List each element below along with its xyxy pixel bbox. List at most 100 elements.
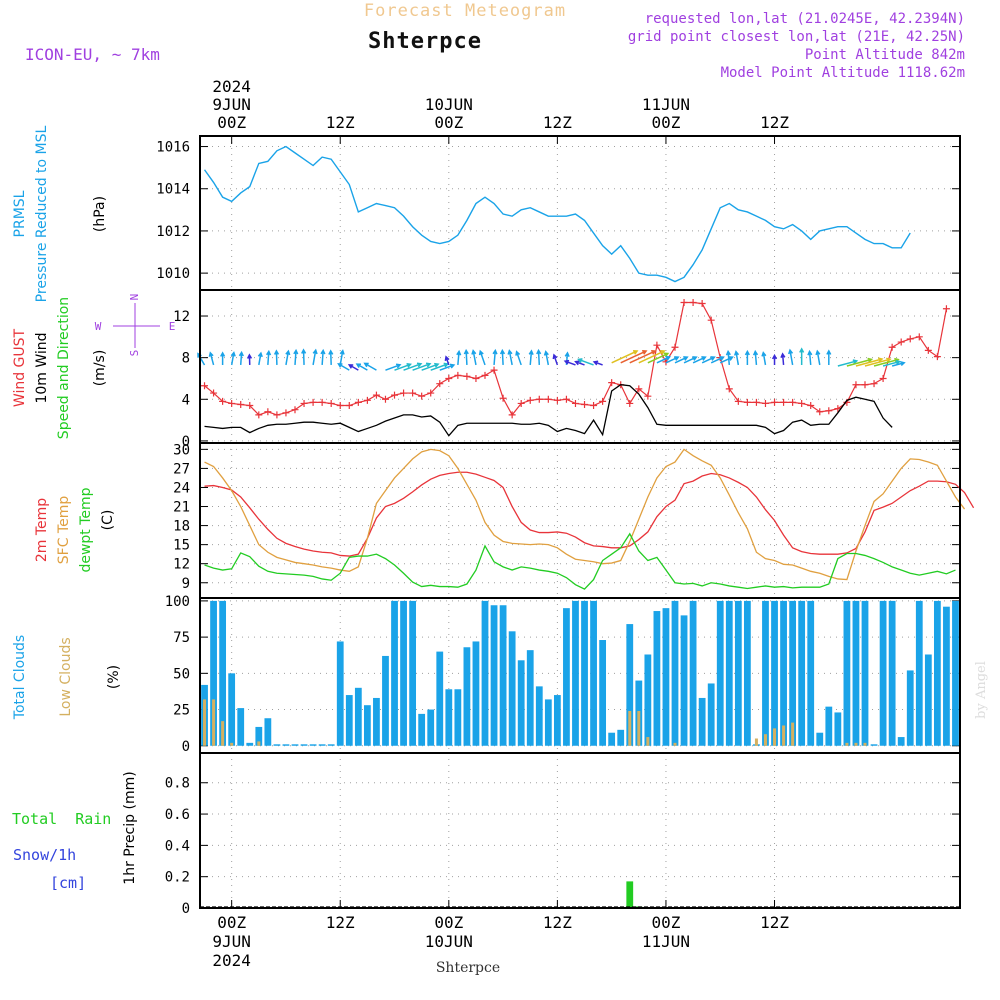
clouds-low-label: Low Clouds — [58, 637, 74, 716]
wind-arrow — [337, 363, 350, 371]
ytick-label: 4 — [182, 392, 190, 408]
wind-arrow — [421, 362, 440, 371]
time-label-bottom: 00Z — [217, 913, 246, 932]
total-cloud-bar — [400, 600, 407, 746]
gust-marker — [427, 389, 435, 397]
wind-arrow — [355, 363, 368, 371]
wind-arrow — [293, 348, 299, 365]
precip-frame — [199, 752, 961, 909]
wind-arrow — [725, 349, 731, 366]
total-cloud-bar — [653, 611, 661, 746]
total-cloud-bar — [210, 600, 217, 746]
gust-marker — [734, 397, 742, 405]
total-cloud-bar — [590, 600, 597, 746]
total-cloud-bar — [345, 695, 353, 746]
wind-arrow — [515, 350, 522, 366]
precip-panel: 0 0.2 0.4 0.6 0.8 — [165, 753, 960, 917]
wind-arrow — [638, 350, 666, 364]
total-cloud-bar — [517, 660, 525, 746]
station-title: Shterpce — [368, 29, 482, 54]
wind-arrow — [674, 356, 689, 364]
gust-marker — [933, 353, 941, 361]
time-label-bottom: 2024 — [212, 951, 251, 970]
total-cloud-bar — [825, 706, 833, 746]
low-cloud-bar — [863, 742, 867, 746]
total-cloud-bar — [897, 737, 905, 746]
wind-dir-label: Speed and Direction — [56, 297, 72, 439]
wind-arrow — [864, 357, 892, 367]
wind-arrow — [301, 348, 307, 365]
wind-arrow — [312, 348, 318, 366]
wind-arrow — [815, 349, 821, 366]
gust-marker — [472, 374, 480, 382]
total-cloud-bar — [626, 624, 634, 746]
wind-arrow — [507, 349, 513, 366]
gust-marker — [228, 399, 236, 407]
gust-marker — [789, 398, 797, 406]
wind-arrow — [592, 360, 603, 366]
pressure-label-msl: Pressure Reduced to MSL — [34, 125, 50, 302]
ytick-label: 75 — [173, 630, 190, 646]
total-cloud-bar — [771, 600, 778, 746]
compass-w: W — [95, 320, 102, 333]
temp-sfc-label: SFC Temp — [56, 496, 72, 565]
gust-marker — [897, 338, 905, 346]
time-label-bottom: 12Z — [543, 913, 572, 932]
total-cloud-bar — [535, 686, 543, 746]
wind-arrow — [320, 348, 326, 365]
wind-arrow — [552, 353, 559, 366]
time-label-top: 12Z — [326, 113, 355, 132]
compass-n: N — [128, 294, 141, 301]
clouds-panel: 0 25 50 75 100 — [165, 594, 960, 755]
wind-arrow — [855, 357, 884, 367]
temp-2m-label: 2m Temp — [34, 498, 50, 562]
ytick-label: 27 — [173, 461, 190, 477]
wind-arrow — [744, 349, 750, 365]
gust-marker — [354, 398, 362, 406]
gust-marker — [590, 402, 598, 410]
wind-arrow — [882, 359, 902, 367]
total-cloud-bar — [255, 726, 263, 746]
gust-marker — [680, 298, 688, 306]
total-cloud-bar — [689, 600, 697, 746]
model-label: ICON-EU, ~ 7km — [25, 45, 160, 64]
plot-area: 1010101210141016048129121518212427300255… — [156, 77, 975, 970]
gust-marker — [436, 380, 444, 388]
wind-arrow — [799, 347, 805, 365]
wind-arrow — [665, 356, 680, 364]
pressure-unit: (hPa) — [92, 196, 108, 232]
total-cloud-bar — [762, 600, 769, 746]
gust-marker — [391, 391, 399, 399]
low-cloud-bar — [212, 699, 216, 746]
ytick-label: 0.4 — [165, 838, 190, 854]
gust-marker — [915, 333, 923, 341]
total-cloud-bar — [743, 600, 751, 746]
wind-arrow — [266, 349, 272, 365]
temp-panel: 9 12 15 18 21 24 27 30 — [173, 442, 975, 598]
total-cloud-bar — [698, 697, 706, 746]
gust-marker — [725, 385, 733, 393]
wind-arrow — [837, 359, 859, 367]
ytick-label: 0.8 — [165, 776, 190, 792]
temp-frame — [199, 442, 961, 599]
low-cloud-bar — [763, 734, 767, 746]
precip-rain-label: Total Rain — [12, 810, 111, 828]
time-label-top: 9JUN — [212, 95, 251, 114]
total-cloud-bar — [879, 600, 887, 746]
gust-marker — [300, 399, 308, 407]
sfctemp-line — [204, 448, 966, 581]
time-label-top: 11JUN — [642, 95, 690, 114]
wind-arrow — [629, 350, 657, 364]
total-cloud-bar — [716, 600, 724, 746]
rain-bar — [626, 881, 634, 908]
ytick-label: 0 — [182, 739, 190, 755]
time-label-top: 00Z — [434, 113, 463, 132]
wind-10m-label: 10m Wind — [34, 332, 50, 403]
total-cloud-bar — [336, 641, 344, 746]
total-cloud-bar — [861, 600, 869, 746]
wind-arrow — [692, 356, 707, 364]
total-cloud-bar — [671, 600, 679, 746]
gust-marker — [707, 316, 715, 324]
wind-arrow — [403, 362, 423, 371]
wind-arrow — [394, 362, 412, 371]
